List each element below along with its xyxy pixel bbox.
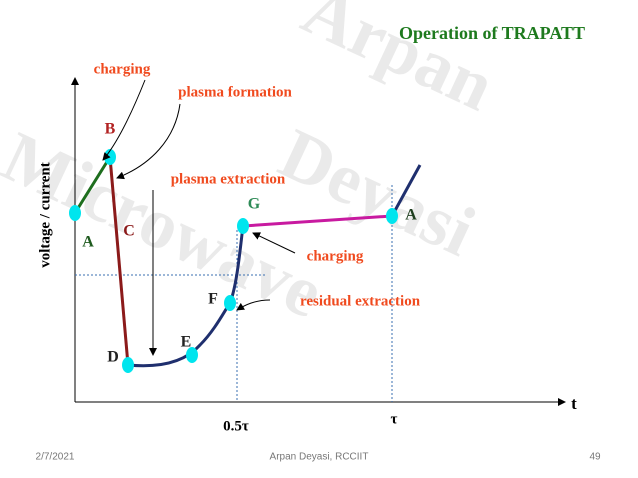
watermark-text: Arpan — [291, 0, 506, 126]
point-label: A — [405, 207, 417, 224]
annotation: charging — [94, 61, 151, 77]
point-label: A — [82, 234, 94, 251]
tick-label: 0.5τ — [223, 418, 249, 434]
point-label: F — [208, 291, 218, 308]
segment-bd — [108, 156, 130, 366]
point-label: G — [248, 196, 261, 213]
segment-ga — [242, 214, 393, 228]
point-label: B — [105, 121, 116, 138]
footer-author: Arpan Deyasi, RCCIIT — [270, 452, 369, 463]
point-label: D — [107, 349, 119, 366]
title: Operation of TRAPATT — [399, 23, 585, 43]
segment-ab — [73, 156, 112, 214]
arrow — [252, 232, 296, 254]
segment-rise — [390, 164, 422, 217]
segment-dg — [127, 225, 245, 368]
y-axis-label: voltage / current — [37, 162, 53, 268]
tick-label: τ — [391, 411, 398, 427]
arrow — [236, 299, 271, 311]
arrow — [116, 103, 181, 180]
annotation: plasma formation — [178, 84, 292, 100]
point-label: E — [181, 334, 192, 351]
annotation: charging — [307, 248, 364, 264]
footer-page: 49 — [589, 452, 601, 463]
x-axis-label: t — [571, 394, 577, 413]
annotation: plasma extraction — [171, 171, 286, 187]
arrow — [102, 79, 146, 161]
watermark: Arpan Deyasi Microwave — [0, 0, 506, 333]
annotation: residual extraction — [300, 293, 421, 309]
point-label: C — [123, 223, 135, 240]
footer-date: 2/7/2021 — [36, 452, 75, 463]
